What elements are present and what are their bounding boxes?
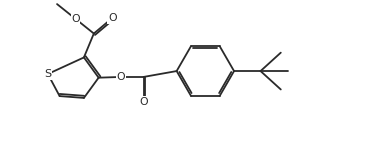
Text: O: O [139,97,148,107]
Text: S: S [44,69,52,79]
Text: O: O [71,14,80,24]
Text: O: O [116,72,125,82]
Text: O: O [108,13,117,23]
